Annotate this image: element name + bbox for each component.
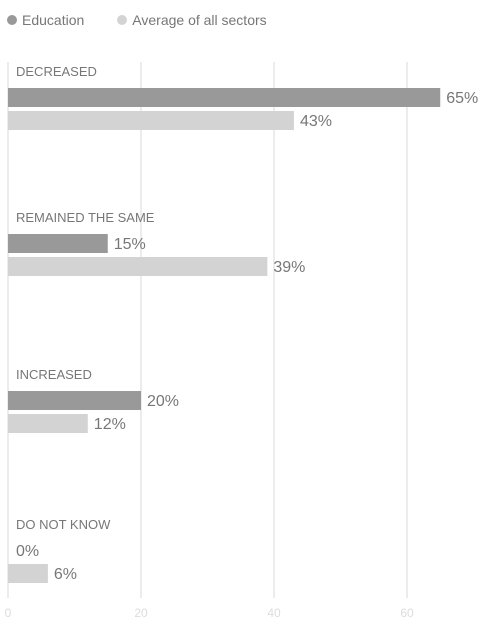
category-label-increased: INCREASED bbox=[16, 367, 92, 382]
x-tick-label-40: 40 bbox=[267, 606, 281, 618]
x-tick-label-20: 20 bbox=[134, 606, 148, 618]
bar-increased-average bbox=[8, 414, 88, 433]
bar-remained-the-same-average bbox=[8, 257, 268, 276]
value-label-remained-the-same-education: 15% bbox=[114, 236, 146, 253]
category-label-decreased: DECREASED bbox=[16, 64, 97, 79]
legend-label-education: Education bbox=[22, 12, 85, 28]
value-label-increased-education: 20% bbox=[147, 393, 179, 410]
value-label-remained-the-same-average: 39% bbox=[273, 259, 305, 276]
legend-item-average: Average of all sectors bbox=[117, 12, 267, 28]
chart-legend: Education Average of all sectors bbox=[7, 12, 300, 28]
bar-remained-the-same-education bbox=[8, 234, 108, 253]
legend-swatch-average bbox=[117, 15, 128, 25]
category-label-remained-the-same: REMAINED THE SAME bbox=[16, 210, 155, 225]
value-label-do-not-know-education: 0% bbox=[16, 543, 39, 560]
category-label-do-not-know: DO NOT KNOW bbox=[16, 517, 111, 532]
value-label-increased-average: 12% bbox=[94, 416, 126, 433]
bar-do-not-know-average bbox=[8, 564, 48, 583]
legend-item-education: Education bbox=[7, 12, 84, 28]
value-label-decreased-average: 43% bbox=[300, 113, 332, 130]
bar-decreased-education bbox=[8, 88, 441, 107]
x-tick-label-0: 0 bbox=[5, 606, 12, 618]
legend-swatch-education bbox=[7, 15, 17, 25]
bar-decreased-average bbox=[8, 111, 294, 130]
x-tick-label-60: 60 bbox=[400, 606, 414, 618]
value-label-do-not-know-average: 6% bbox=[54, 566, 77, 583]
legend-label-average: Average of all sectors bbox=[132, 12, 267, 28]
bar-increased-education bbox=[8, 391, 141, 410]
value-label-decreased-education: 65% bbox=[446, 90, 478, 107]
